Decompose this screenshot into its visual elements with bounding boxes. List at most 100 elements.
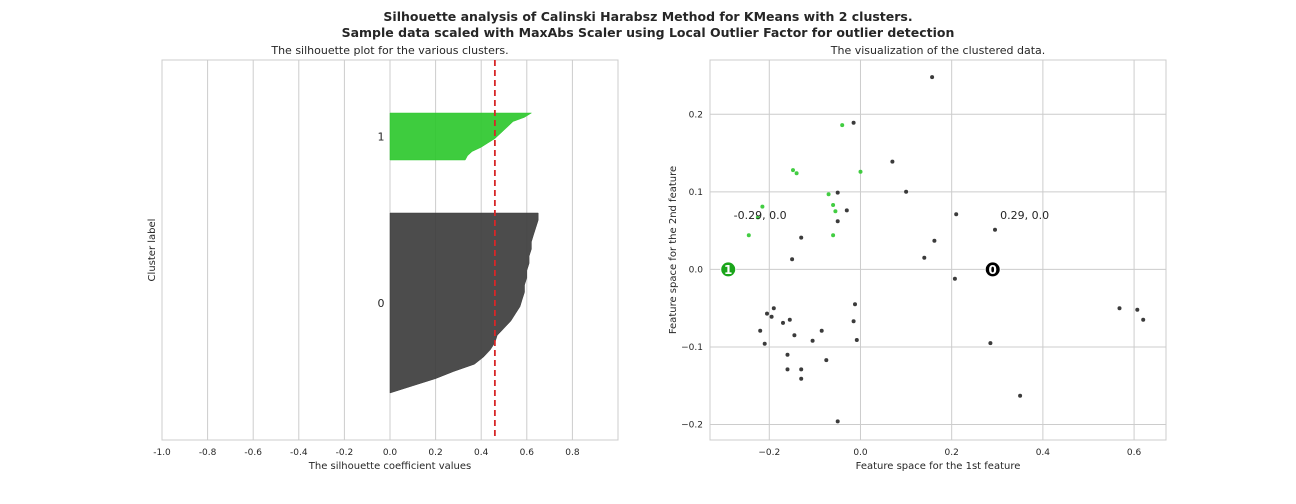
scatter-point-cluster-0 <box>787 317 792 322</box>
scatter-point-cluster-0 <box>758 328 763 333</box>
silhouette-area-cluster-0 <box>389 212 539 394</box>
scatter-point-cluster-0 <box>993 227 997 232</box>
scatter-point-cluster-0 <box>844 208 849 213</box>
figure-title-line1: Silhouette analysis of Calinski Harabsz … <box>383 9 912 24</box>
scatter-point-cluster-0 <box>1141 317 1146 322</box>
scatter-x-tick-label: 0.2 <box>945 448 959 458</box>
scatter-point-cluster-0 <box>851 319 856 324</box>
scatter-plot-title: The visualization of the clustered data. <box>830 44 1046 57</box>
scatter-point-cluster-0 <box>785 352 790 357</box>
scatter-point-cluster-0 <box>790 257 795 262</box>
center-annotations: -0.29, 0.0 0.29, 0.0 <box>734 209 1049 222</box>
silhouette-x-tick-label: -0.2 <box>336 448 354 458</box>
silhouette-x-tick-label: -0.6 <box>244 448 262 458</box>
scatter-point-cluster-0 <box>799 367 804 372</box>
scatter-point-cluster-1 <box>760 204 765 209</box>
scatter-point-cluster-0 <box>835 419 840 424</box>
scatter-point-cluster-1 <box>794 171 799 176</box>
scatter-y-axis-label: Feature space for the 2nd feature <box>668 166 679 334</box>
scatter-point-cluster-0 <box>890 159 895 164</box>
scatter-point-cluster-0 <box>771 306 776 311</box>
scatter-x-tick-label: −0.2 <box>758 448 780 458</box>
scatter-point-cluster-0 <box>1117 306 1122 311</box>
silhouette-area-cluster-1 <box>389 112 533 161</box>
silhouette-x-ticks: -1.0 -0.8 -0.6 -0.4 -0.2 0.0 0.2 0.4 0.6 0.8 <box>153 448 580 458</box>
silhouette-x-tick-label: 0.8 <box>565 448 580 458</box>
scatter-plot-frame <box>709 59 1167 441</box>
scatter-y-tick-label: 0.1 <box>689 188 703 198</box>
scatter-point-cluster-0 <box>819 328 824 333</box>
scatter-point-cluster-0 <box>835 219 840 224</box>
scatter-y-tick-label: −0.2 <box>681 420 703 430</box>
silhouette-x-tick-label: 0.4 <box>474 448 489 458</box>
figure-title-line2: Sample data scaled with MaxAbs Scaler us… <box>342 25 955 40</box>
silhouette-x-tick-label: 0.2 <box>428 448 442 458</box>
scatter-point-cluster-1 <box>826 192 831 197</box>
scatter-point-cluster-0 <box>769 314 774 319</box>
silhouette-plot: The silhouette plot for the various clus… <box>147 44 619 472</box>
scatter-point-cluster-0 <box>810 338 815 343</box>
scatter-point-cluster-1 <box>755 215 760 220</box>
silhouette-plot-title: The silhouette plot for the various clus… <box>270 44 508 57</box>
scatter-point-cluster-1 <box>746 233 751 238</box>
scatter-x-tick-label: 0.4 <box>1036 448 1051 458</box>
silhouette-x-tick-label: -0.8 <box>199 448 217 458</box>
scatter-point-cluster-0 <box>932 238 937 243</box>
cluster-center-1 <box>720 261 737 278</box>
scatter-point-cluster-0 <box>799 235 804 240</box>
scatter-point-cluster-1 <box>840 123 845 128</box>
silhouette-x-axis-label: The silhouette coefficient values <box>308 461 472 472</box>
scatter-point-cluster-0 <box>799 376 804 381</box>
scatter-point-cluster-0 <box>952 276 957 281</box>
silhouette-cluster-label: 0 <box>378 297 385 310</box>
scatter-point-cluster-1 <box>791 168 795 173</box>
scatter-point-cluster-0 <box>922 255 927 260</box>
scatter-point-cluster-0 <box>785 367 790 372</box>
cluster-scatter-plot: The visualization of the clustered data.… <box>668 44 1167 472</box>
scatter-x-tick-label: 0.6 <box>1127 448 1142 458</box>
cluster-center-0 <box>984 261 1001 278</box>
silhouette-x-tick-label: -1.0 <box>153 448 171 458</box>
center-coordinate-annotation: -0.29, 0.0 <box>734 209 787 222</box>
scatter-point-cluster-1 <box>833 209 838 214</box>
scatter-y-ticks: −0.2 −0.1 0.0 0.1 0.2 <box>681 110 703 430</box>
scatter-point-cluster-0 <box>824 358 829 363</box>
scatter-x-ticks: −0.2 0.0 0.2 0.4 0.6 <box>758 448 1141 458</box>
scatter-point-cluster-1 <box>858 169 863 174</box>
silhouette-cluster-labels: 01 <box>378 131 385 311</box>
silhouette-y-axis-label: Cluster label <box>147 219 158 282</box>
scatter-point-cluster-0 <box>853 302 857 307</box>
scatter-point-cluster-0 <box>781 320 785 325</box>
scatter-point-cluster-0 <box>792 333 797 338</box>
scatter-point-cluster-1 <box>831 233 836 238</box>
scatter-y-tick-label: 0.0 <box>689 265 704 275</box>
scatter-points <box>746 75 1146 424</box>
silhouette-x-tick-label: 0.0 <box>383 448 398 458</box>
silhouette-cluster-label: 1 <box>378 131 385 144</box>
scatter-point-cluster-0 <box>930 75 935 80</box>
cluster-center-label: 0 <box>989 263 997 277</box>
scatter-x-tick-label: 0.0 <box>853 448 868 458</box>
silhouette-areas <box>389 112 539 394</box>
scatter-y-tick-label: −0.1 <box>681 343 703 353</box>
cluster-center-label: 1 <box>724 263 732 277</box>
scatter-point-cluster-0 <box>1018 393 1023 398</box>
scatter-point-cluster-0 <box>1135 307 1140 312</box>
silhouette-x-tick-label: -0.4 <box>290 448 308 458</box>
scatter-point-cluster-0 <box>854 338 859 342</box>
scatter-gridlines <box>710 60 1166 440</box>
center-coordinate-annotation: 0.29, 0.0 <box>1000 209 1049 222</box>
scatter-x-axis-label: Feature space for the 1st feature <box>856 461 1021 472</box>
scatter-point-cluster-0 <box>851 120 856 125</box>
scatter-point-cluster-0 <box>904 189 909 194</box>
scatter-point-cluster-0 <box>835 190 840 195</box>
scatter-point-cluster-1 <box>831 203 836 207</box>
scatter-point-cluster-0 <box>954 212 959 217</box>
silhouette-x-tick-label: 0.6 <box>520 448 535 458</box>
scatter-point-cluster-0 <box>762 341 767 346</box>
scatter-point-cluster-0 <box>988 341 993 346</box>
scatter-y-tick-label: 0.2 <box>689 110 703 120</box>
scatter-point-cluster-0 <box>765 311 769 316</box>
